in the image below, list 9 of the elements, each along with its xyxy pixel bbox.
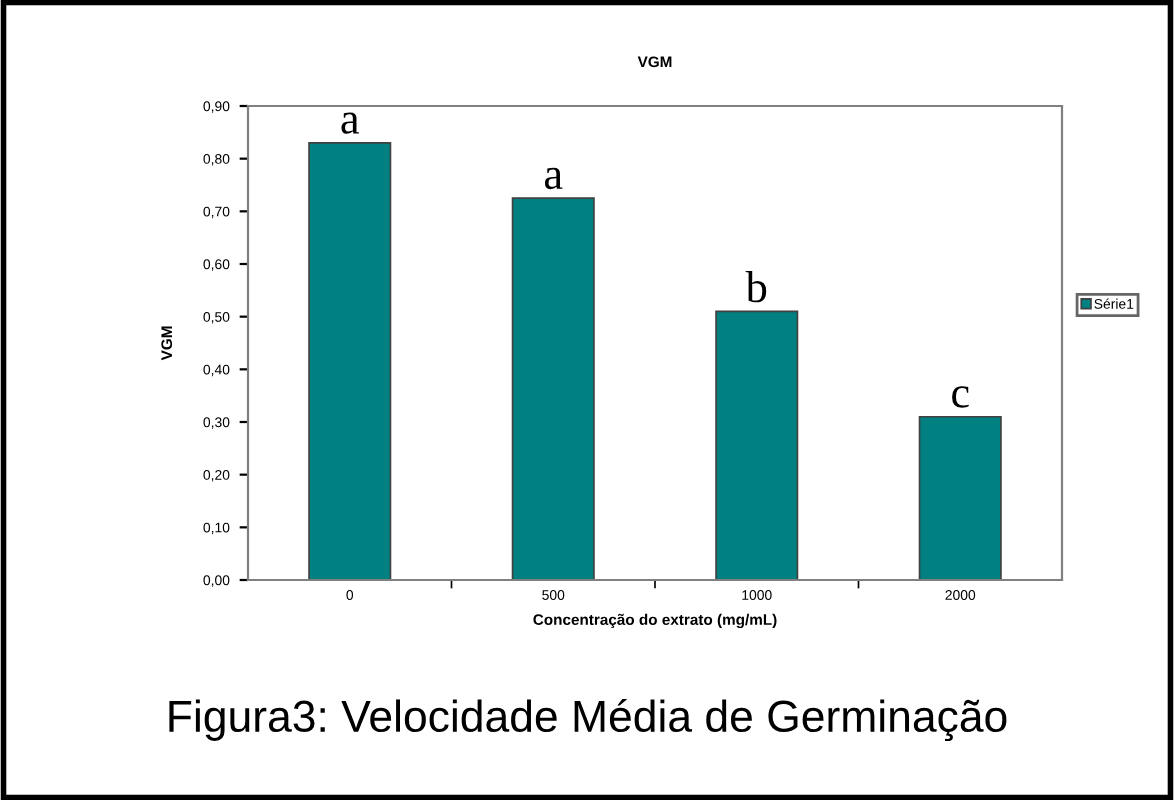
bar (715, 310, 799, 580)
bar (308, 142, 392, 580)
annotation: a (341, 112, 359, 134)
bar (511, 197, 595, 580)
annotation: c (952, 386, 969, 408)
annotation: b (745, 271, 767, 303)
text: Figura3: Velocidade Média de Germinação (169, 698, 1007, 742)
annotation: a (544, 167, 563, 190)
bar (918, 415, 1002, 580)
